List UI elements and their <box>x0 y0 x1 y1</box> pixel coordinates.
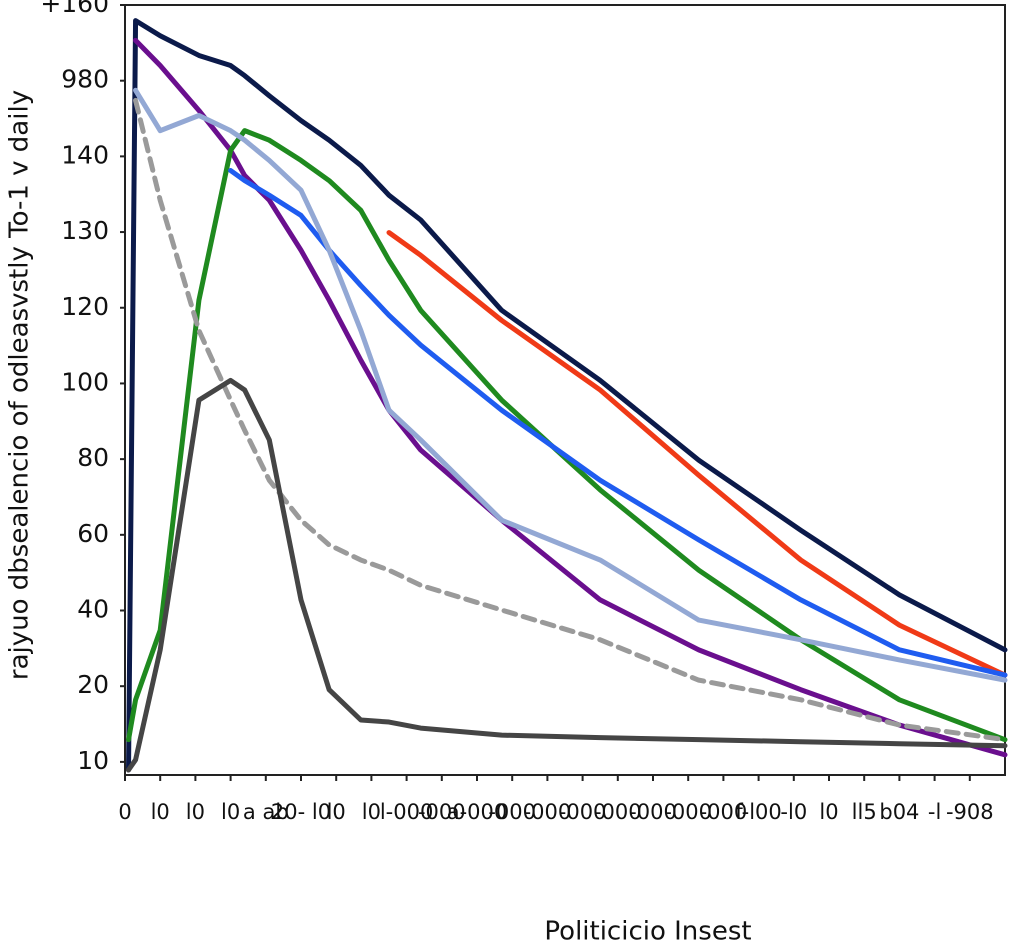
x-tick-label: l0 <box>362 800 381 824</box>
y-tick-label: 130 <box>61 216 109 245</box>
y-axis-label: rajyuo dbsealencio of odleasvstly To-1 v… <box>5 90 35 680</box>
x-tick-label: l0 <box>186 800 205 824</box>
x-tick-label: -000 <box>559 800 607 824</box>
x-tick-label: a ab <box>243 800 289 824</box>
x-tick-label: -000 <box>418 800 466 824</box>
plot-frame <box>124 4 1006 776</box>
y-tick-label: 80 <box>77 443 109 472</box>
x-tick-label: -908 <box>946 800 994 824</box>
x-tick-label: 0 <box>118 800 131 824</box>
y-tick-label: 40 <box>77 595 109 624</box>
series-line <box>126 18 1008 773</box>
x-tick-label: l0 <box>819 800 838 824</box>
y-tick-label: 100 <box>61 367 109 396</box>
y-tick-label: 60 <box>77 519 109 548</box>
y-tick-label: 20 <box>77 670 109 699</box>
x-tick-label: ll5 <box>852 800 877 824</box>
x-tick-label: -000 <box>629 800 677 824</box>
x-tick-label: -000 <box>488 800 536 824</box>
x-tick-label: -000 <box>524 800 572 824</box>
x-tick-label: l0 <box>221 800 240 824</box>
series-line <box>126 377 1008 773</box>
x-tick-label: 20- l0 <box>271 800 331 824</box>
series-line <box>133 37 1008 758</box>
x-tick-label: -000 <box>664 800 712 824</box>
x-tick-label: -000 <box>700 800 748 824</box>
y-tick-label: 10 <box>77 746 109 775</box>
series-line <box>133 87 1008 683</box>
y-tick-label: +160 <box>40 0 109 18</box>
x-tick-label: l-000 <box>380 800 434 824</box>
x-tick-label: l0 <box>151 800 170 824</box>
x-tick-label: -l <box>928 800 941 824</box>
x-tick-label: b04 <box>879 800 919 824</box>
x-tick-label: f-l00 <box>735 800 781 824</box>
x-tick-label: l0 <box>327 800 346 824</box>
series-line <box>386 230 1008 678</box>
y-tick-label: 120 <box>61 292 109 321</box>
series-line <box>126 128 1008 743</box>
x-axis-label: Politicicio Insest <box>544 917 751 947</box>
y-tick-label: 140 <box>61 140 109 169</box>
y-tick-label: 980 <box>61 65 109 94</box>
series-line <box>133 97 1008 743</box>
series-line <box>228 168 1008 678</box>
x-tick-label: a-000 <box>447 800 508 824</box>
x-tick-label: -l0 <box>780 800 807 824</box>
x-tick-label: -000 <box>594 800 642 824</box>
